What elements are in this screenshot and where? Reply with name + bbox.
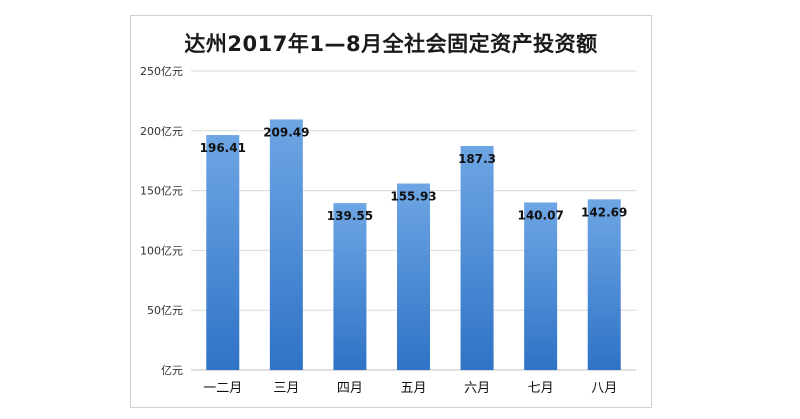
y-tick-label: 亿元 [161,364,183,377]
x-tick-label: 四月 [337,381,363,396]
chart-frame: 达州2017年1—8月全社会固定资产投资额 亿元 50亿元 100亿元 150亿元 20… [130,15,652,408]
y-tick-label: 150亿元 [140,185,183,198]
x-tick-label: 三月 [273,381,299,396]
chart-title: 达州2017年1—8月全社会固定资产投资额 [184,32,598,56]
x-tick-label: 八月 [591,381,617,396]
bar [333,203,367,370]
x-tick-label: 五月 [400,381,426,396]
data-label: 155.93 [390,190,436,204]
bar [460,145,494,370]
y-tick-label: 100亿元 [140,244,183,257]
y-tick-label: 50亿元 [147,304,183,317]
x-tick-label: 六月 [464,381,490,396]
bar [397,183,430,370]
data-label: 187.3 [458,152,496,166]
y-tick-label: 250亿元 [140,65,183,78]
data-label: 142.69 [581,205,627,219]
x-tick-label: 一二月 [203,381,242,396]
data-label: 139.55 [327,209,373,223]
data-label: 140.07 [517,208,563,222]
bar [524,202,558,370]
bar [587,199,621,370]
chart-plot: 亿元 50亿元 100亿元 150亿元 200亿元 250亿元 196.41 一二月 209.4… [140,65,636,396]
y-tick-label: 200亿元 [140,125,183,138]
x-tick-label: 七月 [528,381,554,396]
data-label: 209.49 [263,125,309,139]
bar [269,119,303,371]
data-label: 196.41 [200,141,246,155]
bar [206,135,240,370]
